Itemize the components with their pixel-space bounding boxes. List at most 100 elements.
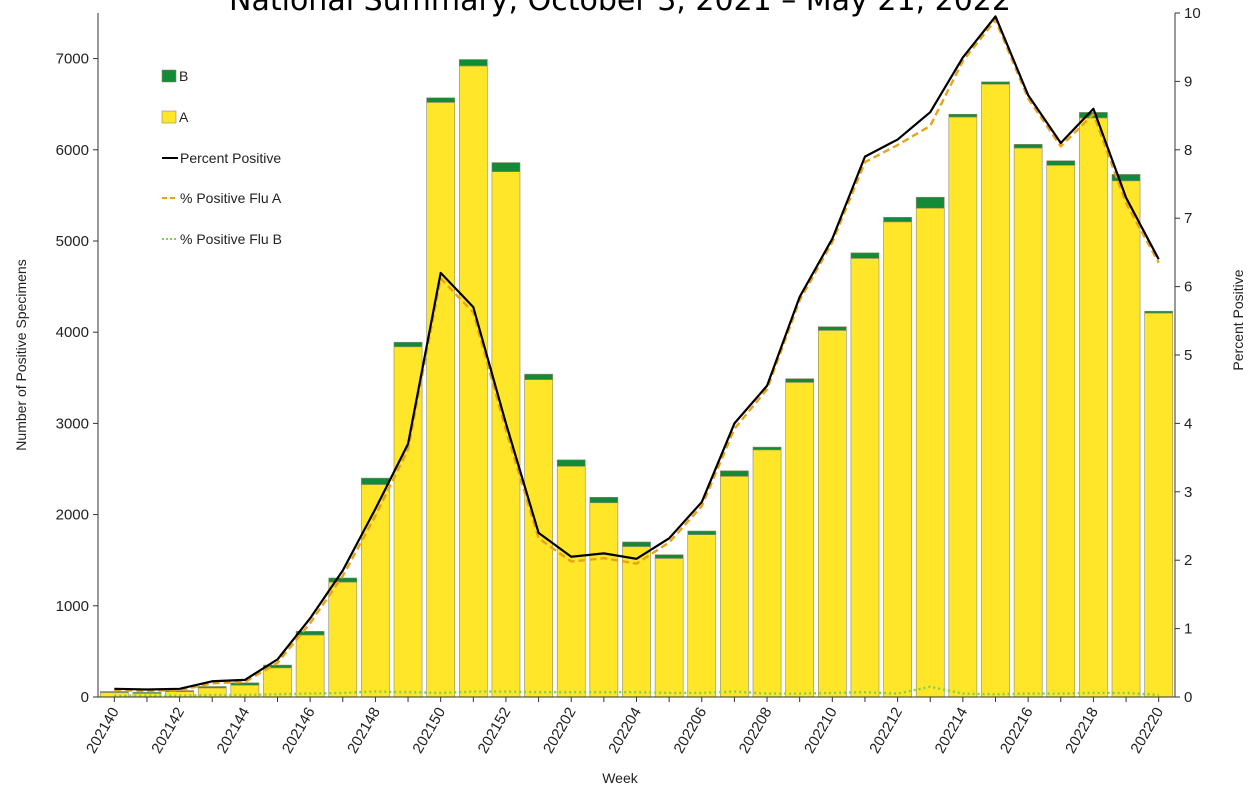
- bar-a-202215: [981, 83, 1010, 698]
- x-tick-label: 202152: [475, 705, 515, 757]
- bar-b-202207: [720, 470, 749, 477]
- bar-b-202206: [687, 530, 717, 535]
- bar-a-202202: [556, 465, 586, 698]
- bar-a-202147: [328, 581, 358, 698]
- bar-b-202215: [981, 81, 1010, 85]
- bar-b-202202: [556, 459, 586, 467]
- bar-b-202145: [263, 664, 292, 669]
- bar-a-202150: [426, 102, 456, 698]
- chart-title: National Summary, October 3, 2021 – May …: [229, 0, 1011, 18]
- bar-b-202142: [165, 690, 194, 692]
- y-tick-label: 5000: [56, 233, 89, 250]
- y-axis-title: Number of Positive Specimens: [13, 259, 29, 450]
- bar-a-202145: [263, 667, 292, 698]
- x-tick-label: 202212: [866, 705, 906, 757]
- legend-label-a: A: [179, 109, 189, 125]
- legend-swatch-b: [161, 69, 177, 83]
- x-tick-label: 202210: [801, 705, 841, 757]
- bar-b-202152: [491, 162, 521, 172]
- legend-label-positive-flu-b: % Positive Flu B: [180, 231, 282, 247]
- line-positive-flu-a: [114, 18, 1160, 693]
- y2-tick-label: 0: [1184, 689, 1192, 706]
- bar-a-202205: [654, 558, 684, 698]
- bar-b-202208: [752, 446, 782, 451]
- bar-a-202217: [1046, 165, 1076, 698]
- bar-b-202143: [197, 686, 227, 689]
- bar-a-202211: [850, 258, 880, 698]
- bar-b-202219: [1111, 174, 1141, 182]
- legend-label-positive-flu-a: % Positive Flu A: [180, 190, 282, 206]
- bar-a-202204: [622, 546, 651, 698]
- bar-a-202146: [295, 634, 325, 698]
- x-tick-label: 202146: [279, 705, 319, 757]
- bars-group: [99, 59, 1174, 698]
- y2-tick-label: 5: [1184, 347, 1192, 364]
- y2-tick-label: 2: [1184, 552, 1192, 569]
- x-tick-label: 202144: [214, 705, 254, 757]
- bar-b-202209: [785, 378, 815, 383]
- bar-a-202213: [915, 207, 945, 698]
- bar-a-202219: [1111, 180, 1141, 698]
- y2-tick-label: 4: [1184, 415, 1192, 432]
- bar-b-202150: [426, 97, 456, 103]
- bar-a-202220: [1144, 312, 1174, 698]
- bar-b-202213: [915, 196, 945, 209]
- bar-b-202205: [654, 554, 684, 559]
- bar-a-202208: [752, 449, 782, 698]
- bar-b-202151: [458, 59, 488, 67]
- bar-b-202148: [361, 477, 390, 485]
- y-tick-label: 7000: [56, 51, 89, 68]
- bar-b-202146: [295, 631, 325, 636]
- x-axis-title: Week: [602, 770, 639, 786]
- y2-tick-label: 9: [1184, 73, 1192, 90]
- y-tick-label: 6000: [56, 142, 89, 159]
- bar-a-202216: [1013, 147, 1043, 698]
- bar-a-202209: [785, 382, 815, 698]
- x-tick-label: 202204: [605, 705, 645, 757]
- y2-tick-label: 3: [1184, 484, 1192, 501]
- bar-b-202147: [328, 577, 358, 583]
- bar-a-202143: [197, 687, 227, 698]
- y2-tick-label: 1: [1184, 621, 1192, 638]
- y-tick-label: 2000: [56, 507, 89, 524]
- y-tick-label: 3000: [56, 415, 89, 432]
- x-tick-label: 202218: [1062, 705, 1102, 757]
- bar-b-202216: [1013, 144, 1043, 149]
- bar-b-202211: [850, 252, 880, 259]
- bar-b-202203: [589, 496, 619, 504]
- x-tick-label: 202214: [932, 705, 972, 757]
- bar-a-202206: [687, 534, 717, 698]
- legend-swatch-a: [161, 110, 177, 124]
- x-tick-label: 202202: [540, 705, 580, 757]
- legend-label-b: B: [179, 68, 188, 84]
- y-tick-label: 1000: [56, 598, 89, 615]
- bar-b-202204: [622, 541, 651, 547]
- x-tick-label: 202140: [83, 705, 123, 757]
- y2-tick-label: 7: [1184, 210, 1192, 227]
- bar-b-202144: [230, 682, 260, 686]
- bar-b-202141: [132, 692, 162, 694]
- y2-axis-title: Percent Positive: [1230, 269, 1246, 370]
- bar-b-202201: [524, 373, 553, 380]
- y2-tick-label: 6: [1184, 279, 1192, 296]
- line-positive-flu-b: [114, 685, 1159, 697]
- y2-tick-label: 10: [1184, 5, 1201, 22]
- x-tick-label: 202206: [670, 705, 710, 757]
- y-tick-label: 0: [81, 689, 89, 706]
- bar-b-202210: [817, 326, 847, 331]
- bar-a-202201: [524, 379, 553, 698]
- bar-b-202217: [1046, 160, 1076, 166]
- bar-b-202140: [99, 691, 129, 693]
- bar-a-202152: [491, 171, 521, 698]
- lines-group: [114, 15, 1160, 697]
- line-percent-positive: [114, 15, 1160, 691]
- y-tick-label: 4000: [56, 324, 89, 341]
- bar-a-202149: [393, 346, 423, 698]
- bar-b-202212: [883, 216, 912, 223]
- bar-a-202207: [720, 475, 749, 698]
- bar-a-202218: [1079, 117, 1108, 698]
- bar-b-202214: [948, 113, 978, 118]
- bar-b-202149: [393, 341, 423, 348]
- x-tick-label: 202208: [736, 705, 776, 757]
